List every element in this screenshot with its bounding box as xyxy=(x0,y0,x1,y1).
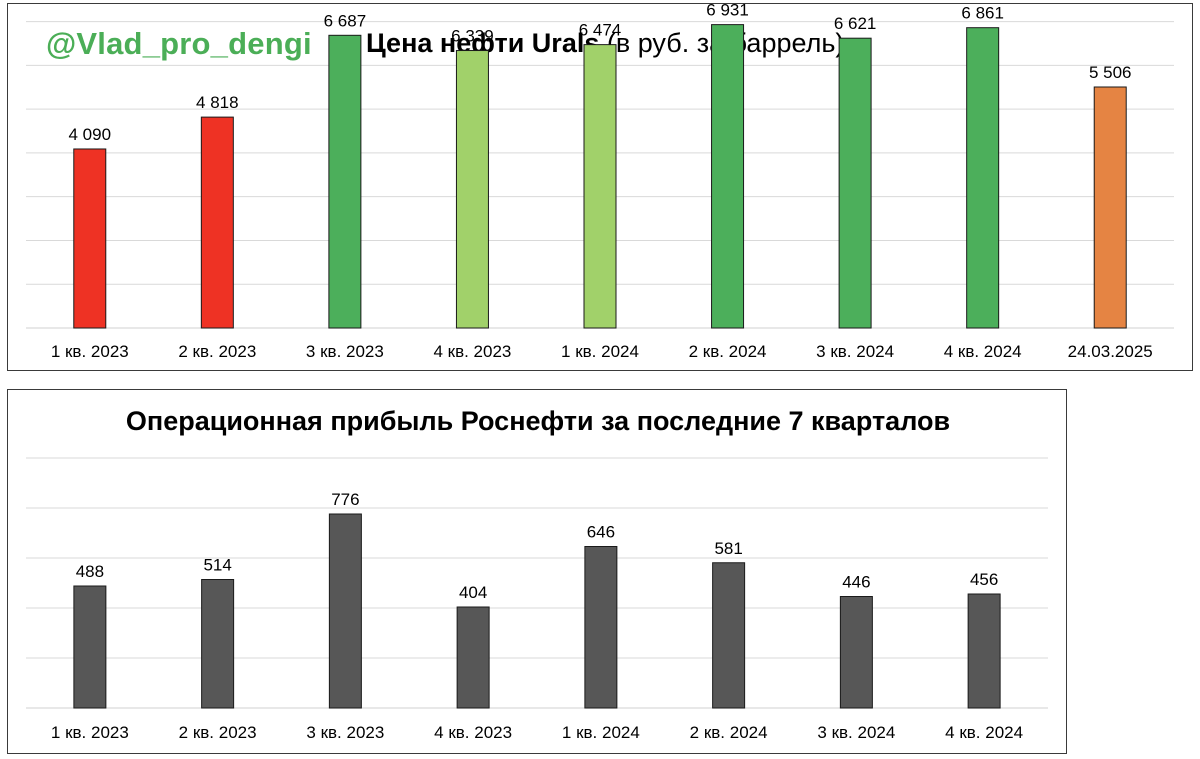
chart-title: Операционная прибыль Роснефти за последн… xyxy=(125,406,951,436)
data-label: 4 090 xyxy=(69,125,112,144)
bar xyxy=(200,116,234,329)
bar xyxy=(455,50,489,329)
bar xyxy=(201,579,235,709)
bar xyxy=(712,562,746,709)
bar xyxy=(73,148,107,329)
x-tick-label: 4 кв. 2024 xyxy=(944,342,1022,361)
rosneft-profit-chart-panel: Операционная прибыль Роснефти за последн… xyxy=(7,389,1067,754)
data-label: 6 931 xyxy=(706,4,749,20)
bar xyxy=(73,585,107,709)
data-label: 6 861 xyxy=(961,4,1004,23)
rosneft-profit-chart: 488 1 кв. 2023 514 2 кв. 2023 776 3 кв. 2023 4… xyxy=(26,457,1048,742)
x-tick-label: 2 кв. 2024 xyxy=(690,723,768,742)
data-label: 514 xyxy=(203,556,231,575)
x-tick-label: 4 кв. 2024 xyxy=(945,723,1023,742)
x-tick-label: 24.03.2025 xyxy=(1068,342,1153,361)
bar xyxy=(328,34,362,329)
x-tick-label: 3 кв. 2023 xyxy=(306,342,384,361)
bar xyxy=(838,37,872,329)
x-tick-label: 1 кв. 2023 xyxy=(51,723,129,742)
data-label: 456 xyxy=(970,570,998,589)
bar xyxy=(328,513,362,709)
urals-price-chart: 4 090 1 кв. 2023 4 818 2 кв. 2023 6 687 3 кв.… xyxy=(26,4,1174,361)
data-label: 6 339 xyxy=(451,27,494,46)
x-tick-label: 3 кв. 2024 xyxy=(817,723,895,742)
data-label: 776 xyxy=(331,490,359,509)
urals-price-chart-panel: @Vlad_pro_dengi Цена нефти Urals (в руб.… xyxy=(7,3,1193,371)
x-tick-label: 3 кв. 2023 xyxy=(306,723,384,742)
x-tick-label: 1 кв. 2024 xyxy=(561,342,639,361)
data-label: 646 xyxy=(587,523,615,542)
bar xyxy=(1093,86,1127,329)
x-tick-label: 2 кв. 2023 xyxy=(178,342,256,361)
bar xyxy=(966,27,1000,329)
x-tick-label: 4 кв. 2023 xyxy=(434,723,512,742)
bar xyxy=(584,546,618,709)
chart-title: Цена нефти Urals (в руб. за баррель) xyxy=(366,28,844,59)
x-tick-label: 3 кв. 2024 xyxy=(816,342,894,361)
bar xyxy=(456,606,490,709)
x-tick-label: 2 кв. 2023 xyxy=(179,723,257,742)
data-label: 446 xyxy=(842,573,870,592)
bar xyxy=(711,24,745,329)
data-label: 581 xyxy=(714,539,742,558)
data-label: 6 687 xyxy=(324,11,367,30)
data-label: 404 xyxy=(459,583,487,602)
data-label: 6 474 xyxy=(579,21,622,40)
x-tick-label: 1 кв. 2023 xyxy=(51,342,129,361)
data-label: 5 506 xyxy=(1089,63,1132,82)
data-label: 6 621 xyxy=(834,14,877,33)
data-label: 4 818 xyxy=(196,93,239,112)
x-tick-label: 1 кв. 2024 xyxy=(562,723,640,742)
watermark-handle: @Vlad_pro_dengi xyxy=(46,26,312,61)
bar xyxy=(583,44,617,329)
x-tick-label: 4 кв. 2023 xyxy=(433,342,511,361)
data-label: 488 xyxy=(76,562,104,581)
bar xyxy=(967,593,1001,709)
x-tick-label: 2 кв. 2024 xyxy=(689,342,767,361)
bar xyxy=(839,596,873,709)
